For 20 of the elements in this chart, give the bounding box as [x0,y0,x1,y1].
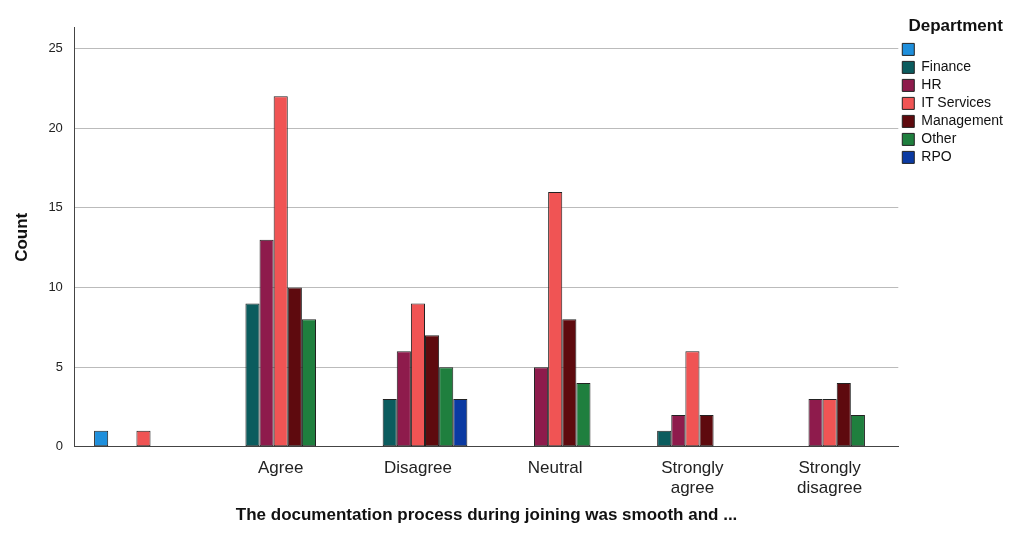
legend-label: Management [921,112,1004,129]
legend-label: HR [921,76,942,93]
x-tick-label: Agree [258,457,304,477]
x-tick-label: Strongly agree [661,457,725,498]
y-axis-title: Count [11,212,31,262]
y-tick-label: 10 [48,279,63,295]
y-tick-label: 15 [48,199,63,215]
y-tick-label: 5 [55,358,63,374]
x-tick-label: Neutral [527,457,583,477]
x-tick-label: Strongly disagree [797,457,863,498]
y-tick-label: 25 [48,40,63,56]
x-tick-label: Disagree [383,457,452,477]
legend-label: Finance [921,58,972,75]
y-tick-label: 20 [48,119,63,135]
legend-label: RPO [921,148,952,165]
x-axis-title: The documentation process during joining was smooth and ... [235,505,738,525]
legend-label: IT Services [921,94,992,111]
y-tick-label: 0 [55,438,63,454]
legend-title: Department [908,16,1004,36]
legend-label: Other [921,130,957,147]
